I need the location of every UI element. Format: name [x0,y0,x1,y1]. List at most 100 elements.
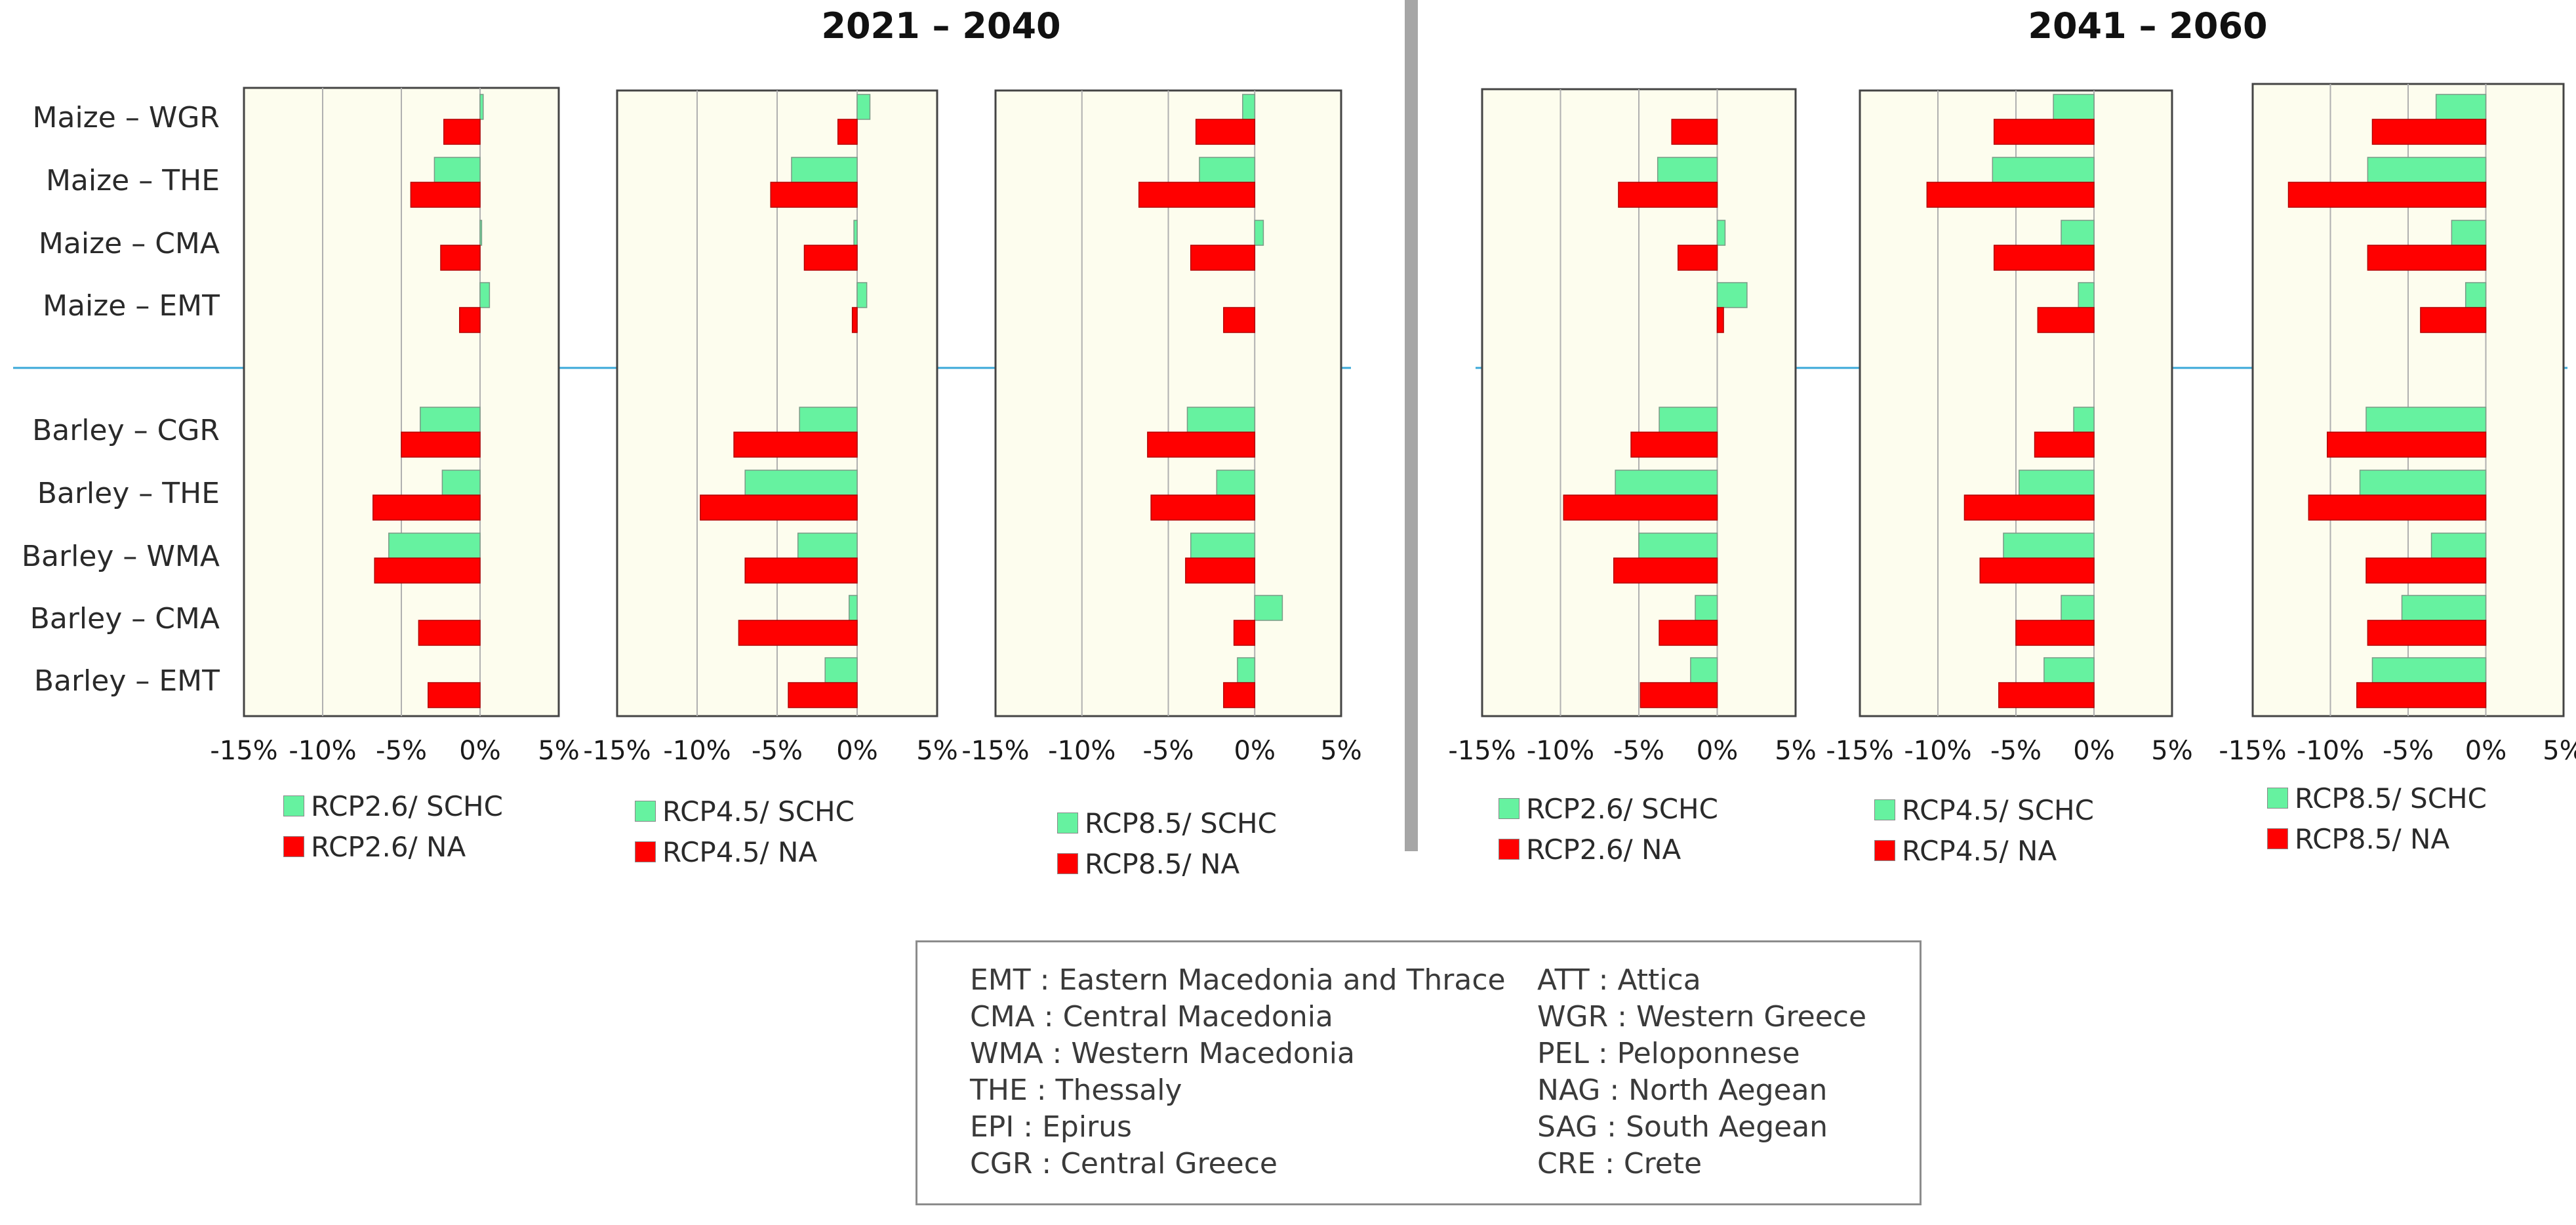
bar-na [443,119,481,145]
bar-na [1618,182,1718,208]
x-tick-label: 5% [2543,736,2576,766]
legend-swatch [1874,799,1895,820]
bar-schc [1992,157,2095,183]
legend: RCP2.6/ SCHC RCP2.6/ NA [283,786,503,867]
bar-schc [2073,407,2095,433]
bar-schc [853,220,858,246]
legend-item: RCP8.5/ NA [1057,843,1277,884]
legend: RCP4.5/ SCHC RCP4.5/ NA [1874,790,2094,871]
legend-label: RCP4.5/ SCHC [1902,793,2094,826]
x-tick-label: -10% [1904,736,1972,766]
bar-schc [388,532,481,559]
bar-na [1150,494,1256,521]
bar-schc [2465,282,2487,308]
bar-schc [797,532,858,559]
x-tick-label: -15% [210,736,278,766]
bar-schc [1254,220,1264,246]
x-tick-label: 5% [916,736,958,766]
bar-na [2287,182,2487,208]
bar-schc [420,407,481,433]
bar-schc [1695,595,1718,621]
chart-panel [616,89,938,717]
bar-na [2327,432,2487,458]
legend-item: RCP4.5/ NA [635,832,855,872]
x-tick-label: -10% [663,736,731,766]
bar-na [1678,245,1718,271]
abbreviations-right-column: ATT : Attica WGR : Western Greece PEL : Pe… [1537,962,1866,1182]
x-tick-label: -10% [289,736,357,766]
abbreviation-entry: CRE : Crete [1537,1147,1702,1180]
row-label: Maize – EMT [43,289,220,323]
bar-schc [856,94,871,120]
bar-na [1223,682,1255,708]
legend: RCP4.5/ SCHC RCP4.5/ NA [635,791,855,872]
legend-swatch [635,801,656,822]
bar-na [1716,307,1724,333]
chart-panel [994,89,1342,717]
x-tick-label: 0% [836,736,878,766]
bar-na [1613,557,1718,584]
bar-schc [1659,407,1718,433]
chart-panel [243,87,560,717]
bar-schc [479,220,483,246]
bar-na [1963,494,2095,521]
legend-label: RCP2.6/ SCHC [311,790,503,822]
legend-label: RCP8.5/ NA [2295,822,2450,855]
bar-schc [2435,94,2487,120]
bar-schc [1716,282,1748,308]
row-label: Maize – CMA [38,227,220,260]
x-tick-label: 0% [459,736,501,766]
abbreviation-entry: EPI : Epirus [970,1110,1132,1144]
bar-na [744,557,858,584]
bar-na [700,494,858,521]
bar-na [2420,307,2487,333]
x-tick-label: -15% [2219,736,2287,766]
legend-swatch [1499,798,1519,819]
abbreviations-left-column: EMT : Eastern Macedonia and Thrace CMA : … [970,962,1506,1182]
bar-schc [1186,407,1255,433]
legend-item: RCP8.5/ NA [2267,818,2487,859]
x-tick-label: -15% [1826,736,1894,766]
legend-item: RCP4.5/ NA [1874,830,2094,871]
bar-na [2356,682,2487,708]
row-label: Maize – THE [45,164,220,197]
legend-item: RCP8.5/ SCHC [1057,803,1277,843]
bar-na [440,245,481,271]
bar-schc [479,94,484,120]
bar-schc [1190,532,1256,559]
bar-na [2037,307,2095,333]
bar-schc [799,407,858,433]
bar-na [788,682,858,708]
bar-na [418,620,481,646]
abbreviation-entry: NAG : North Aegean [1537,1074,1828,1107]
period-title-2041-2060: 2041 – 2060 [2028,5,2268,47]
bar-na [1185,557,1255,584]
bar-schc [479,282,491,308]
bar-na [372,494,481,521]
bar-na [738,620,858,646]
bar-na [1926,182,2095,208]
x-tick-label: -10% [2296,736,2365,766]
bar-na [459,307,481,333]
bar-na [770,182,858,208]
legend-swatch [283,836,304,857]
bar-na [1195,119,1256,145]
legend-item: RCP4.5/ SCHC [1874,790,2094,830]
legend-item: RCP2.6/ SCHC [283,786,503,826]
bar-schc [1615,470,1718,496]
x-tick-label: 0% [1696,736,1739,766]
bar-na [1998,682,2095,708]
bar-schc [1216,470,1256,496]
legend-label: RCP8.5/ SCHC [2295,782,2487,814]
legend-item: RCP2.6/ NA [1499,829,1718,870]
bar-na [2367,245,2487,271]
bar-schc [824,657,858,683]
row-label: Barley – EMT [33,664,220,698]
abbreviation-entry: WMA : Western Macedonia [970,1037,1355,1070]
abbreviation-entry: SAG : South Aegean [1537,1110,1828,1144]
x-tick-label: 0% [2073,736,2115,766]
bar-schc [2451,220,2487,246]
legend-swatch [1499,839,1519,860]
x-tick-label: -10% [1526,736,1595,766]
bar-na [410,182,481,208]
